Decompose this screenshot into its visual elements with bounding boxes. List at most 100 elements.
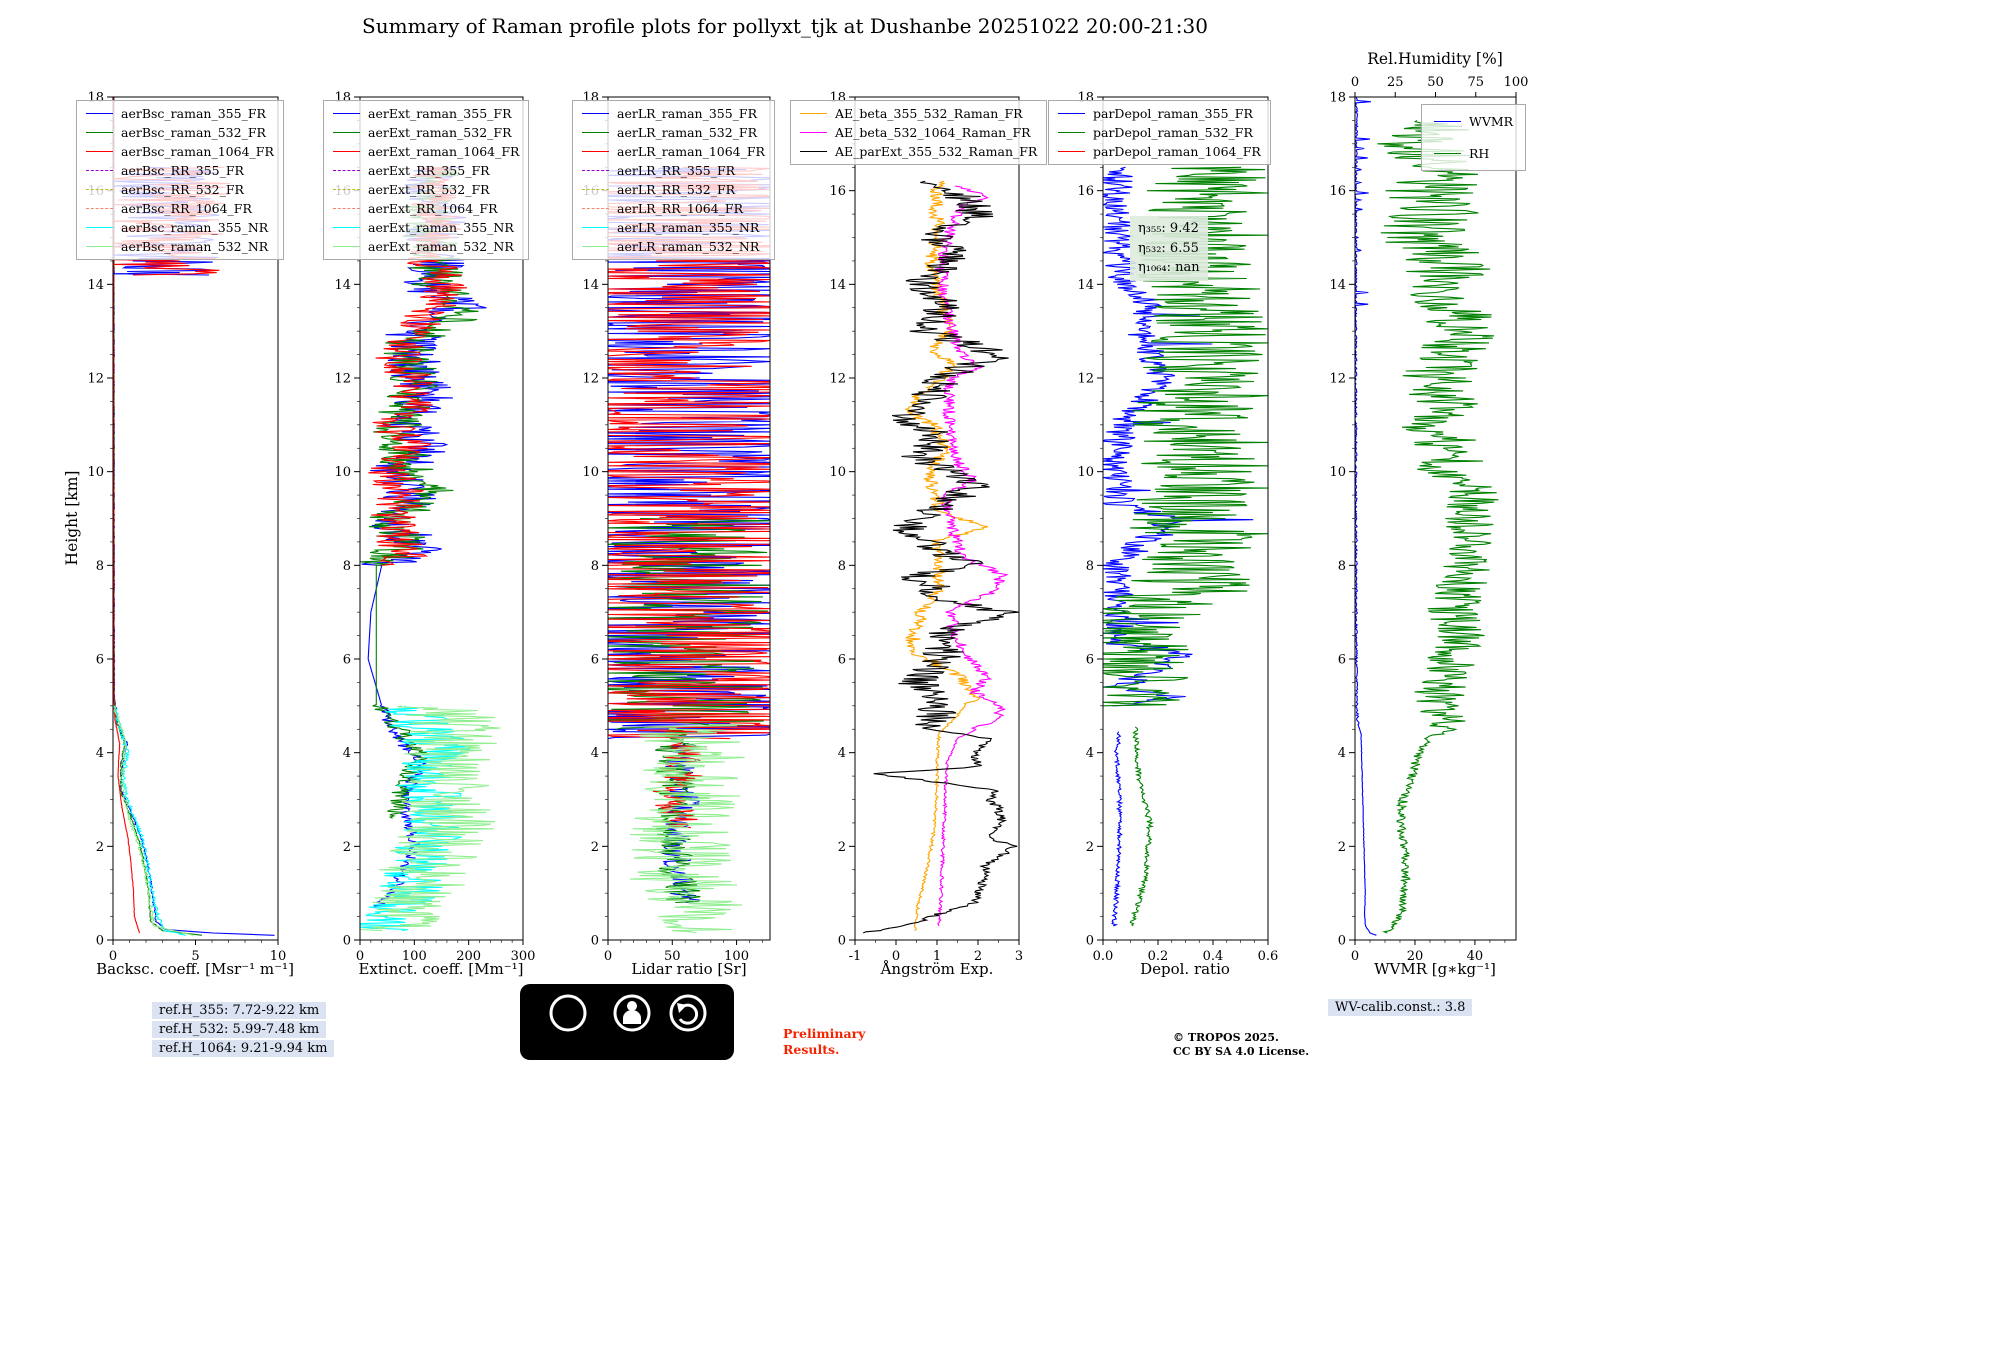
panel-wvmr: 0 20 40 0 25 50 75 100 0 2 4 6 8 10 12 14 16 18 (1329, 75, 1528, 964)
y-tick-label: 0 (838, 934, 846, 949)
y-tick-label: 16 (829, 184, 846, 199)
panel-wvmr-series (1355, 97, 1499, 936)
y-tick-label: 0 (343, 934, 351, 949)
x-tick-label: 0.0 (1093, 949, 1114, 964)
legend-label: WVMR (1469, 114, 1514, 129)
legend-item: parDepol_raman_1064_FR (1058, 144, 1261, 159)
xlabel-extinction: Extinct. coeff. [Mm⁻¹] (358, 960, 524, 978)
badge-sa-label: SA (677, 1040, 700, 1058)
ref-h-1064: ref.H_1064: 9.21-9.94 km (152, 1040, 335, 1057)
legend-item: aerLR_raman_355_NR (582, 220, 765, 235)
legend-label: aerLR_raman_1064_FR (617, 144, 765, 159)
y-tick-label: 2 (343, 840, 351, 855)
panel-lidar-ratio-ticks: 050100024681012141618 (582, 91, 763, 964)
legend-line-sample (582, 113, 609, 114)
y-tick-label: 2 (838, 840, 846, 855)
series-parDepol_raman_532_FR_low (1129, 726, 1155, 927)
y-tick-label: 0 (1338, 934, 1346, 949)
legend-item: aerExt_raman_355_NR (333, 220, 519, 235)
series-parDepol_raman_355_FR_high (1103, 166, 1254, 707)
legend-label: parDepol_raman_355_FR (1093, 106, 1253, 121)
cc-by-icon (613, 994, 651, 1032)
y-tick-label: 10 (1329, 465, 1346, 480)
legend-item: aerExt_raman_532_NR (333, 239, 519, 254)
preliminary-line-2: Results. (783, 1042, 840, 1058)
legend-line-sample (582, 189, 609, 190)
legend-label: aerExt_raman_532_NR (368, 239, 514, 254)
y-tick-label: 8 (591, 559, 599, 574)
legend-line-sample (86, 132, 113, 133)
legend-item: AE_beta_355_532_Raman_FR (800, 106, 1037, 121)
series-AE_beta_532_1064_Raman_FR (934, 185, 1009, 927)
legend-label: aerLR_RR_532_FR (617, 182, 736, 197)
y-tick-label: 2 (96, 840, 104, 855)
series-aerLR_raman_355_FR_upper (608, 166, 770, 740)
legend-line-sample (1434, 121, 1461, 122)
copyright-line-1: © TROPOS 2025. (1173, 1031, 1279, 1044)
xlabel-lidar-ratio: Lidar ratio [Sr] (631, 960, 747, 978)
legend-label: aerBsc_raman_532_FR (121, 125, 266, 140)
y-tick-label: 4 (1338, 746, 1346, 761)
legend-item: parDepol_raman_532_FR (1058, 125, 1261, 140)
x-tick-label: 3 (1015, 949, 1023, 964)
y-tick-label: 6 (96, 653, 104, 668)
y-tick-label: 12 (1077, 372, 1094, 387)
legend-item: aerExt_RR_1064_FR (333, 201, 519, 216)
cc-icon: cc (549, 994, 587, 1032)
legend-line-sample (86, 246, 113, 247)
x-tick-label: 10 (270, 949, 287, 964)
y-tick-label: 12 (1329, 372, 1346, 387)
legend-line-sample (582, 246, 609, 247)
x-tick-label: 100 (402, 949, 427, 964)
y-tick-label: 6 (343, 653, 351, 668)
legend-item: aerExt_raman_355_FR (333, 106, 519, 121)
legend-item: aerBsc_raman_1064_FR (86, 144, 274, 159)
legend-depol: parDepol_raman_355_FR parDepol_raman_532_… (1048, 100, 1271, 165)
x-tick-label: 50 (664, 949, 681, 964)
legend-label: aerLR_raman_355_FR (617, 106, 758, 121)
y-tick-label: 16 (1077, 184, 1094, 199)
y-tick-label: 12 (829, 372, 846, 387)
legend-label: parDepol_raman_1064_FR (1093, 144, 1261, 159)
y-tick-label: 12 (334, 372, 351, 387)
legend-item: aerLR_RR_1064_FR (582, 201, 765, 216)
legend-label: aerBsc_RR_355_FR (121, 163, 244, 178)
legend-line-sample (333, 189, 360, 190)
legend-label: aerExt_raman_532_FR (368, 125, 512, 140)
legend-label: aerExt_RR_355_FR (368, 163, 490, 178)
legend-item: aerExt_raman_1064_FR (333, 144, 519, 159)
y-tick-label: 0 (96, 934, 104, 949)
legend-angstroem: AE_beta_355_532_Raman_FR AE_beta_532_1064… (790, 100, 1048, 165)
panel-extinction-series (360, 166, 501, 932)
legend-line-sample (86, 189, 113, 190)
legend-item: AE_parExt_355_532_Raman_FR (800, 144, 1037, 159)
legend-item: aerBsc_raman_355_NR (86, 220, 274, 235)
eta-355: η₃₅₅: 9.42 (1138, 221, 1199, 236)
legend-label: aerExt_raman_1064_FR (368, 144, 520, 159)
legend-item: aerLR_RR_355_FR (582, 163, 765, 178)
legend-line-sample (582, 227, 609, 228)
x-tick-label: 300 (511, 949, 536, 964)
legend-item: RH (1434, 146, 1513, 161)
legend-label: aerExt_RR_1064_FR (368, 201, 498, 216)
series-aerLR_raman_532_FR_upper (608, 517, 770, 730)
x-tick-label: 100 (724, 949, 749, 964)
series-AE_parExt_355_532_Raman_FR (862, 180, 1019, 934)
x-tick-label: -1 (849, 949, 862, 964)
legend-line-sample (582, 208, 609, 209)
y-tick-label: 4 (838, 746, 846, 761)
legend-line-sample (582, 132, 609, 133)
legend-item: aerLR_raman_532_FR (582, 125, 765, 140)
y-tick-label: 6 (1086, 653, 1094, 668)
preliminary-note: Preliminary Results. (783, 1026, 865, 1059)
y-tick-label: 2 (1086, 840, 1094, 855)
x-tick-label: 1 (933, 949, 941, 964)
legend-line-sample (1058, 132, 1085, 133)
y-tick-label: 14 (1077, 278, 1094, 293)
y-tick-label: 10 (334, 465, 351, 480)
top-tick-label: 100 (1504, 75, 1529, 90)
y-tick-label: 6 (838, 653, 846, 668)
legend-label: aerBsc_raman_355_NR (121, 220, 269, 235)
panel-extinction: 0100200300024681012141618 (334, 91, 535, 965)
